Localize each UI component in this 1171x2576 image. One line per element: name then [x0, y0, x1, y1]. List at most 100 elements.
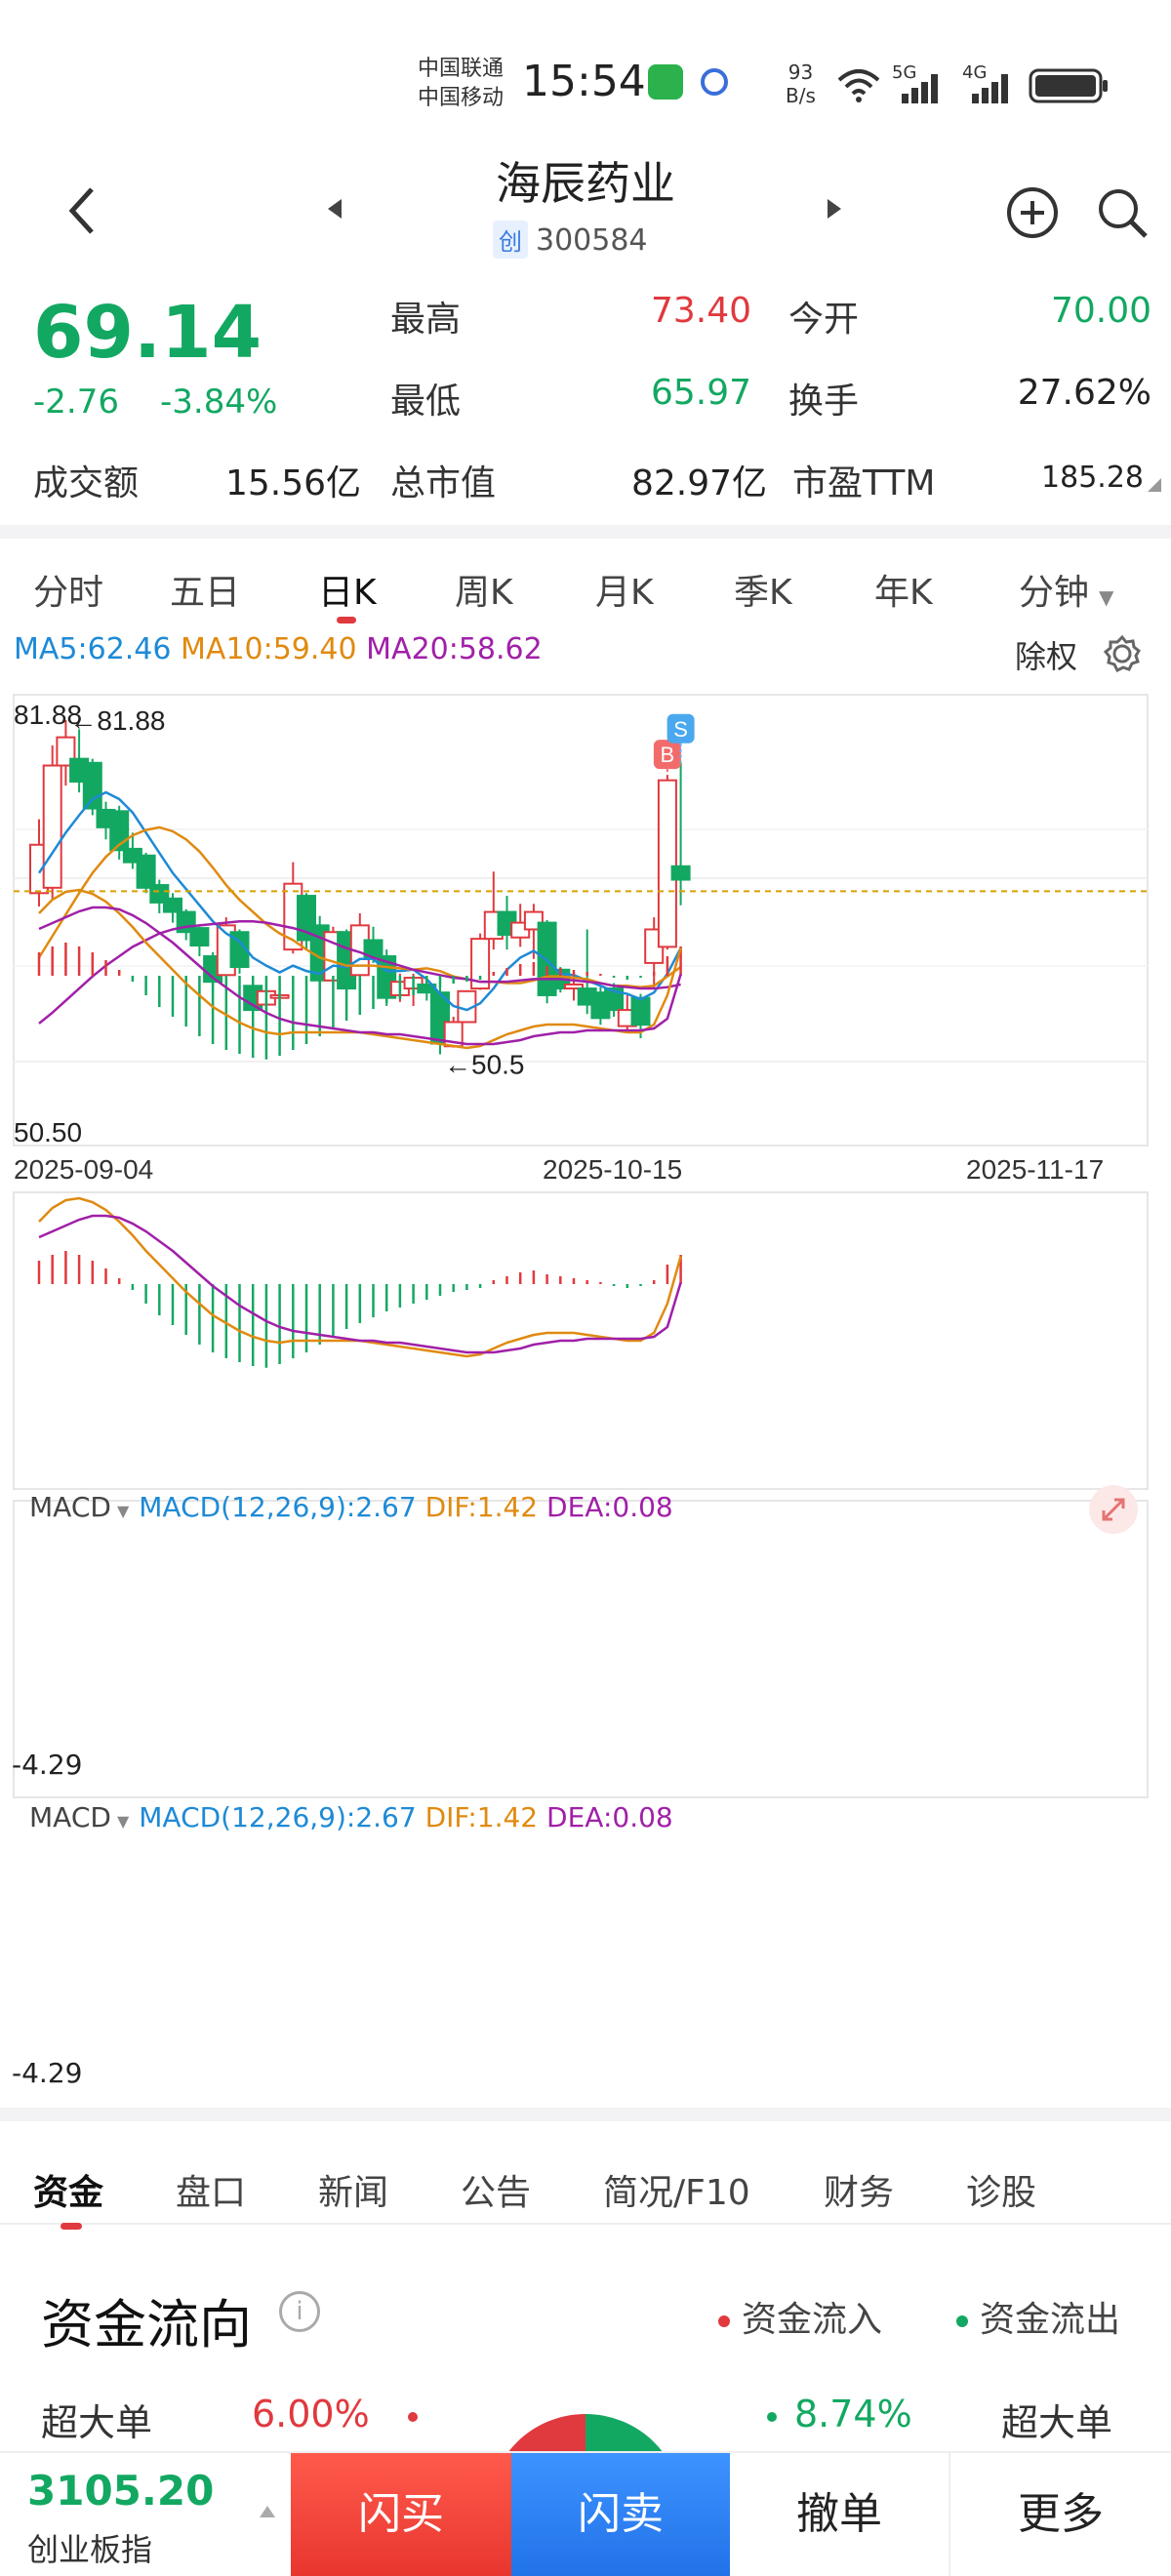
macd-min-label-2: -4.29 — [12, 2057, 83, 2089]
pie-outflow-slice — [586, 2414, 664, 2453]
clock: 15:54 — [522, 57, 646, 106]
macd-dif: DIF:1.42 — [424, 1491, 539, 1523]
ma20-label: MA20:58.62 — [366, 632, 543, 666]
macd-params: MACD(12,26,9):2.67 — [139, 1491, 417, 1523]
tab-finance[interactable]: 财务 — [824, 2173, 895, 2213]
index-name[interactable]: 创业板指 — [27, 2531, 153, 2568]
candle-up — [657, 779, 677, 948]
tab-daily-k[interactable]: 日K — [318, 573, 377, 613]
chevron-down-icon[interactable]: ▼ — [116, 1812, 130, 1831]
x-label-mid: 2025-10-15 — [543, 1154, 682, 1185]
tab-five-day[interactable]: 五日 — [170, 573, 241, 613]
index-expand-icon[interactable] — [258, 2504, 277, 2519]
candle-down — [229, 931, 250, 969]
pie-inflow-slice — [507, 2414, 586, 2453]
index-value[interactable]: 3105.20 — [27, 2467, 215, 2515]
app-notification-icon — [701, 68, 728, 96]
tab-quarterly-k[interactable]: 季K — [734, 573, 792, 613]
ex-rights-toggle[interactable]: 除权 — [1015, 638, 1078, 675]
tab-intraday[interactable]: 分时 — [33, 573, 104, 613]
macd-indicator-select[interactable]: MACD — [29, 1491, 111, 1523]
candle-up — [564, 983, 584, 990]
candle-down — [82, 761, 102, 810]
quick-sell-button[interactable]: 闪卖 — [511, 2453, 730, 2576]
settings-gear-icon[interactable] — [1103, 634, 1142, 673]
pe-value[interactable]: 185.28 — [1041, 461, 1144, 495]
board-tag: 创 — [493, 221, 528, 259]
turnover-value: 27.62% — [1017, 373, 1151, 413]
more-button[interactable]: 更多 — [1018, 2489, 1104, 2539]
add-watchlist-icon[interactable] — [1005, 185, 1060, 240]
info-icon[interactable]: i — [279, 2291, 320, 2332]
ma10-label: MA10:59.40 — [181, 632, 357, 666]
mcap-value: 82.97亿 — [630, 463, 767, 503]
signal-5g-icon — [902, 74, 938, 103]
tab-diagnosis[interactable]: 诊股 — [966, 2173, 1037, 2213]
back-icon[interactable] — [64, 185, 100, 236]
kline-chart-area[interactable]: 81.88 ←81.88 50.50 ←50.5 BS 2025-09-04 2… — [0, 683, 1171, 2098]
y-max-label: 81.88 — [14, 700, 82, 730]
macd-panel-2-frame — [13, 1500, 1149, 1798]
buy-marker-icon — [653, 740, 681, 770]
tab-minute[interactable]: 分钟 ▼ — [1019, 564, 1113, 615]
tab-weekly-k[interactable]: 周K — [455, 573, 513, 613]
carrier-info: 中国联通 中国移动 — [418, 55, 504, 113]
chevron-down-icon: ▼ — [1099, 585, 1114, 609]
tab-yearly-k[interactable]: 年K — [874, 573, 933, 613]
macd-dea-line — [38, 906, 682, 1046]
outflow-dot-icon — [956, 2315, 968, 2327]
section-tabs: 资金 盘口 新闻 公告 简况/F10 财务 诊股 — [0, 2108, 1171, 2230]
net-speed: 93 B/s — [786, 60, 816, 107]
turnover-label: 换手 — [788, 382, 860, 422]
candle-down — [163, 897, 182, 913]
prev-stock-icon[interactable] — [326, 197, 343, 221]
legend-outflow-label: 资金流出 — [980, 2300, 1121, 2340]
candle-down — [136, 854, 156, 889]
high-marker-label: ←81.88 — [69, 705, 165, 736]
next-stock-icon[interactable] — [826, 197, 843, 221]
outflow-dot-icon — [767, 2412, 777, 2422]
macd-panel-1 — [37, 888, 682, 1060]
tab-f10[interactable]: 简况/F10 — [603, 2173, 750, 2213]
flow-right-value: 8.74% — [794, 2393, 912, 2435]
candle-up — [42, 764, 62, 889]
capital-pie-chart — [507, 2414, 664, 2453]
chevron-down-icon[interactable]: ▼ — [116, 1502, 130, 1520]
status-bar: 中国联通 中国移动 15:54 93 B/s 5G 4G — [0, 0, 1171, 146]
kline-period-tabs: 分时 五日 日K 周K 月K 季K 年K 分钟 ▼ — [0, 525, 1171, 624]
ma5-label: MA5:62.46 — [14, 632, 172, 666]
candles-group — [29, 720, 691, 1055]
macd-legend-2: MACD ▼ MACD(12,26,9):2.67 DIF:1.42 DEA:0.0… — [29, 1801, 673, 1833]
macd-dif: DIF:1.42 — [424, 1801, 539, 1833]
tab-announcements[interactable]: 公告 — [461, 2173, 532, 2213]
mcap-label: 总市值 — [390, 463, 497, 503]
tab-capital[interactable]: 资金 — [33, 2173, 104, 2213]
tab-monthly-k[interactable]: 月K — [595, 573, 654, 613]
stock-code: 300584 — [536, 223, 648, 258]
pe-label: 市盈TTM — [792, 463, 936, 503]
candle-down — [630, 996, 651, 1026]
macd-dea: DEA:0.08 — [546, 1801, 673, 1833]
x-label-end: 2025-11-17 — [966, 1154, 1104, 1185]
tab-news[interactable]: 新闻 — [318, 2173, 389, 2213]
expand-icon[interactable] — [1089, 1485, 1138, 1534]
macd-dif-line — [38, 1196, 682, 1358]
pe-expand-icon[interactable] — [1148, 478, 1161, 492]
macd-indicator-select[interactable]: MACD — [29, 1801, 111, 1833]
candle-down — [604, 987, 625, 1012]
signal-5g-label: 5G — [892, 62, 917, 83]
low-marker-label: ←50.5 — [444, 1050, 525, 1080]
sell-marker-text: S — [673, 717, 688, 742]
carrier-1: 中国联通 — [418, 57, 505, 81]
flow-left-value: 6.00% — [252, 2393, 370, 2435]
tab-order-book[interactable]: 盘口 — [176, 2173, 247, 2213]
macd-dea-line — [38, 1214, 682, 1354]
search-icon[interactable] — [1095, 185, 1151, 242]
quick-buy-button[interactable]: 闪买 — [291, 2453, 511, 2576]
stock-code-row: 创 300584 — [493, 221, 648, 259]
carrier-2: 中国移动 — [418, 86, 505, 110]
battery-icon — [1029, 68, 1108, 103]
macd-panel-1-frame — [13, 1191, 1149, 1490]
wechat-icon — [648, 64, 683, 100]
cancel-order-button[interactable]: 撤单 — [730, 2453, 950, 2576]
